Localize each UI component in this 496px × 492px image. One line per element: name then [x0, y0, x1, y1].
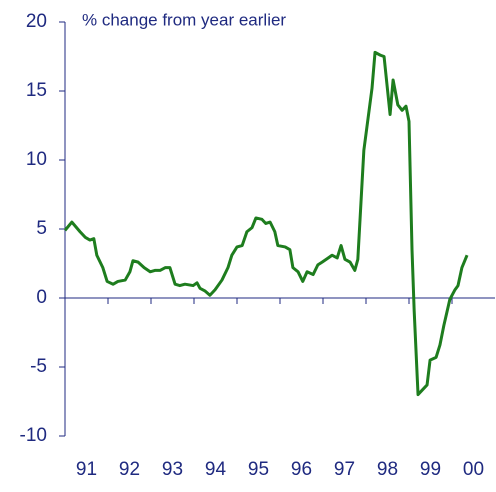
y-tick-label: -5 — [30, 356, 47, 377]
chart-title: % change from year earlier — [82, 10, 286, 29]
x-tick-label: 91 — [76, 459, 97, 480]
x-tick-label: 94 — [205, 459, 227, 480]
x-tick-label: 92 — [119, 459, 140, 480]
y-tick-label: 10 — [26, 149, 47, 170]
y-tick-label: 5 — [36, 218, 47, 239]
y-tick-label: 20 — [26, 11, 47, 32]
x-tick-label: 98 — [377, 459, 398, 480]
y-tick-label: 15 — [26, 80, 47, 101]
x-tick-label: 99 — [420, 459, 441, 480]
line-series — [63, 50, 469, 397]
y-tick-label: -10 — [20, 425, 47, 446]
x-tick-label: 96 — [291, 459, 312, 480]
x-tick-label: 00 — [463, 459, 484, 480]
x-tick-label: 95 — [248, 459, 269, 480]
x-tick-label: 97 — [334, 459, 355, 480]
y-tick-label: 0 — [36, 287, 47, 308]
x-tick-label: 93 — [162, 459, 183, 480]
